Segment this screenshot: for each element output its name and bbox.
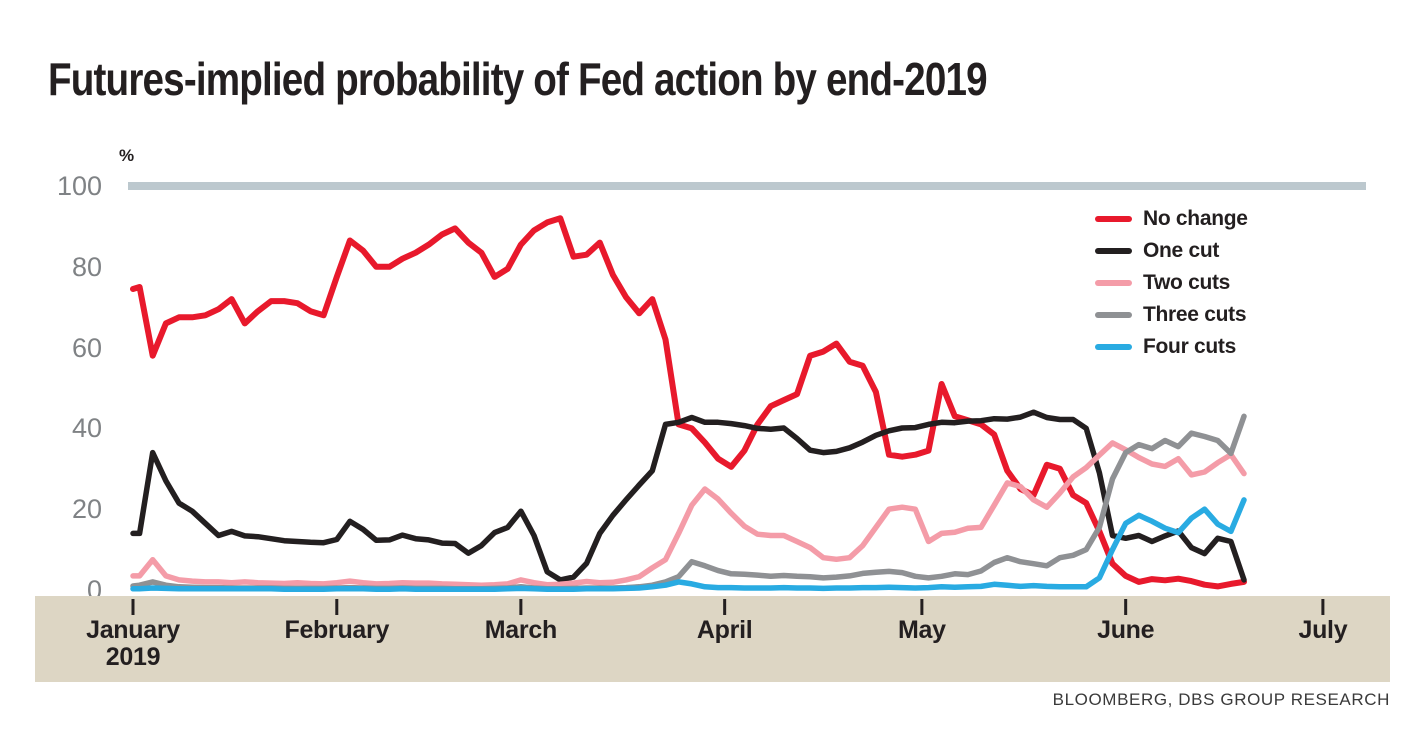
legend-item-no-change: No change xyxy=(1095,203,1248,235)
series-line-two-cuts xyxy=(130,440,1247,588)
month-label-june: June xyxy=(1097,616,1155,644)
x-axis-band xyxy=(35,596,1390,682)
month-label-march: March xyxy=(484,616,557,644)
legend-item-three-cuts: Three cuts xyxy=(1095,299,1248,331)
month-label-july: July xyxy=(1298,616,1348,644)
legend-item-one-cut: One cut xyxy=(1095,235,1248,267)
legend-label: Four cuts xyxy=(1143,335,1236,358)
month-tick-january xyxy=(131,599,135,615)
series-line-one-cut xyxy=(130,409,1247,583)
month-tick-may xyxy=(920,599,924,615)
legend-item-four-cuts: Four cuts xyxy=(1095,331,1248,363)
series-line-three-cuts xyxy=(130,413,1247,592)
series-line-four-cuts xyxy=(130,497,1247,592)
legend-label: No change xyxy=(1143,207,1248,230)
month-label-february: February xyxy=(284,616,390,644)
legend-swatch-two-cuts-icon xyxy=(1095,280,1132,286)
gridline-100 xyxy=(128,182,1366,190)
month-tick-june xyxy=(1124,599,1128,615)
month-sublabel: 2019 xyxy=(105,643,161,671)
month-tick-february xyxy=(335,599,339,615)
legend-swatch-three-cuts-icon xyxy=(1095,312,1132,318)
month-label-may: May xyxy=(898,616,946,644)
legend: No change One cut Two cuts Three cuts Four c… xyxy=(1095,203,1248,363)
y-axis-unit-label: % xyxy=(119,146,135,165)
y-axis-tick-label: 60 xyxy=(71,332,102,363)
chart-title: Futures-implied probability of Fed actio… xyxy=(48,53,988,105)
y-axis-tick-label: 100 xyxy=(56,171,102,201)
y-axis-tick-label: 80 xyxy=(71,251,102,282)
y-axis-tick-label: 20 xyxy=(71,494,102,525)
source-credit: BLOOMBERG, DBS GROUP RESEARCH xyxy=(1052,690,1390,709)
legend-label: Two cuts xyxy=(1143,271,1231,294)
legend-swatch-four-cuts-icon xyxy=(1095,344,1132,350)
month-label-april: April xyxy=(696,616,753,644)
legend-swatch-one-cut-icon xyxy=(1095,248,1132,254)
series-line-no-change xyxy=(130,215,1247,590)
legend-label: Three cuts xyxy=(1143,303,1247,326)
month-label-january: January 2019 xyxy=(43,617,223,671)
y-axis-tick-label: 40 xyxy=(71,413,102,444)
legend-item-two-cuts: Two cuts xyxy=(1095,267,1248,299)
month-tick-july xyxy=(1321,599,1325,615)
month-tick-april xyxy=(723,599,727,615)
legend-swatch-no-change-icon xyxy=(1095,216,1132,222)
legend-label: One cut xyxy=(1143,239,1220,262)
month-tick-march xyxy=(519,599,523,615)
